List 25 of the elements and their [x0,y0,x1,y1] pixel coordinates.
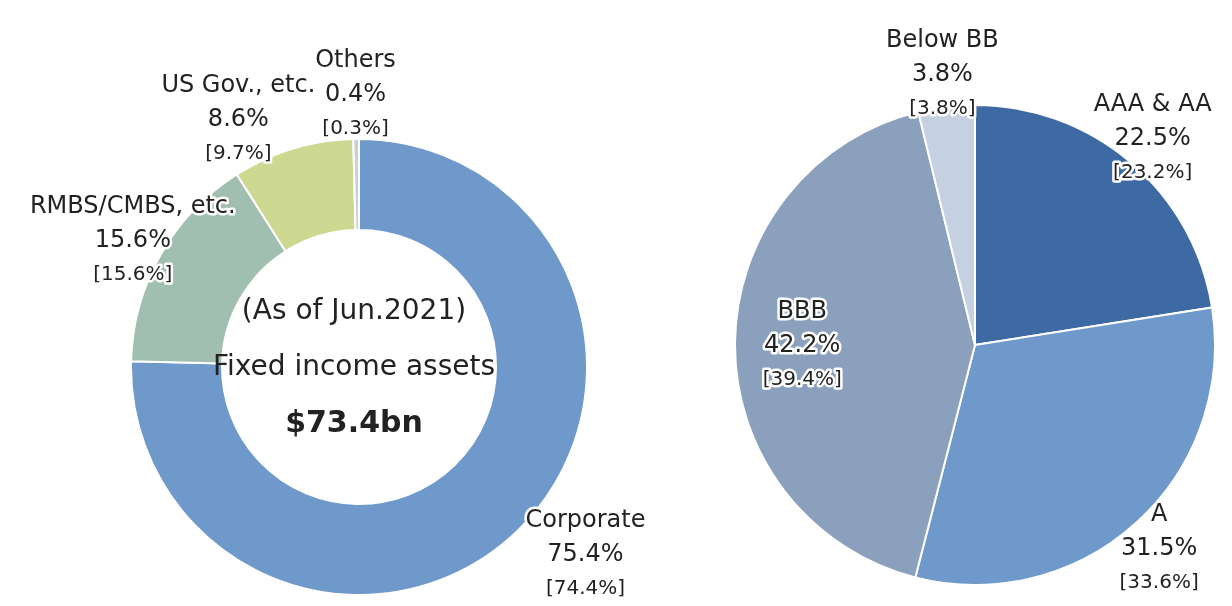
text: Fixed income assets [211,348,496,384]
data-label: 42.2% [764,329,841,358]
text: [0.3%] [322,115,389,140]
data-label: 15.6% [94,224,171,253]
slice-label: A [1150,499,1168,528]
slice-label: Corporate [525,505,646,534]
slice-label: Others [315,45,396,74]
text: [33.6%] [1119,569,1199,594]
data-label: 3.8% [911,59,973,88]
data-label: 31.5% [1121,533,1198,562]
text: $73.4bn [284,403,424,441]
data-label: 8.6% [207,104,269,133]
slice-label: US Gov., etc. [161,70,316,99]
text: (As of Jun.2021) [240,292,468,328]
slice-label: AAA & AA [1093,88,1213,117]
data-label: 75.4% [547,539,624,568]
data-label: 22.5% [1114,122,1191,151]
text: [15.6%] [93,260,173,285]
data-label: 0.4% [325,79,387,108]
text: [39.4%] [762,365,842,390]
slice-label: Below BB [886,25,999,54]
text: [3.8%] [909,95,976,120]
text: [9.7%] [205,140,272,165]
text: [74.4%] [545,575,626,600]
slice-label: BBB [777,295,827,324]
